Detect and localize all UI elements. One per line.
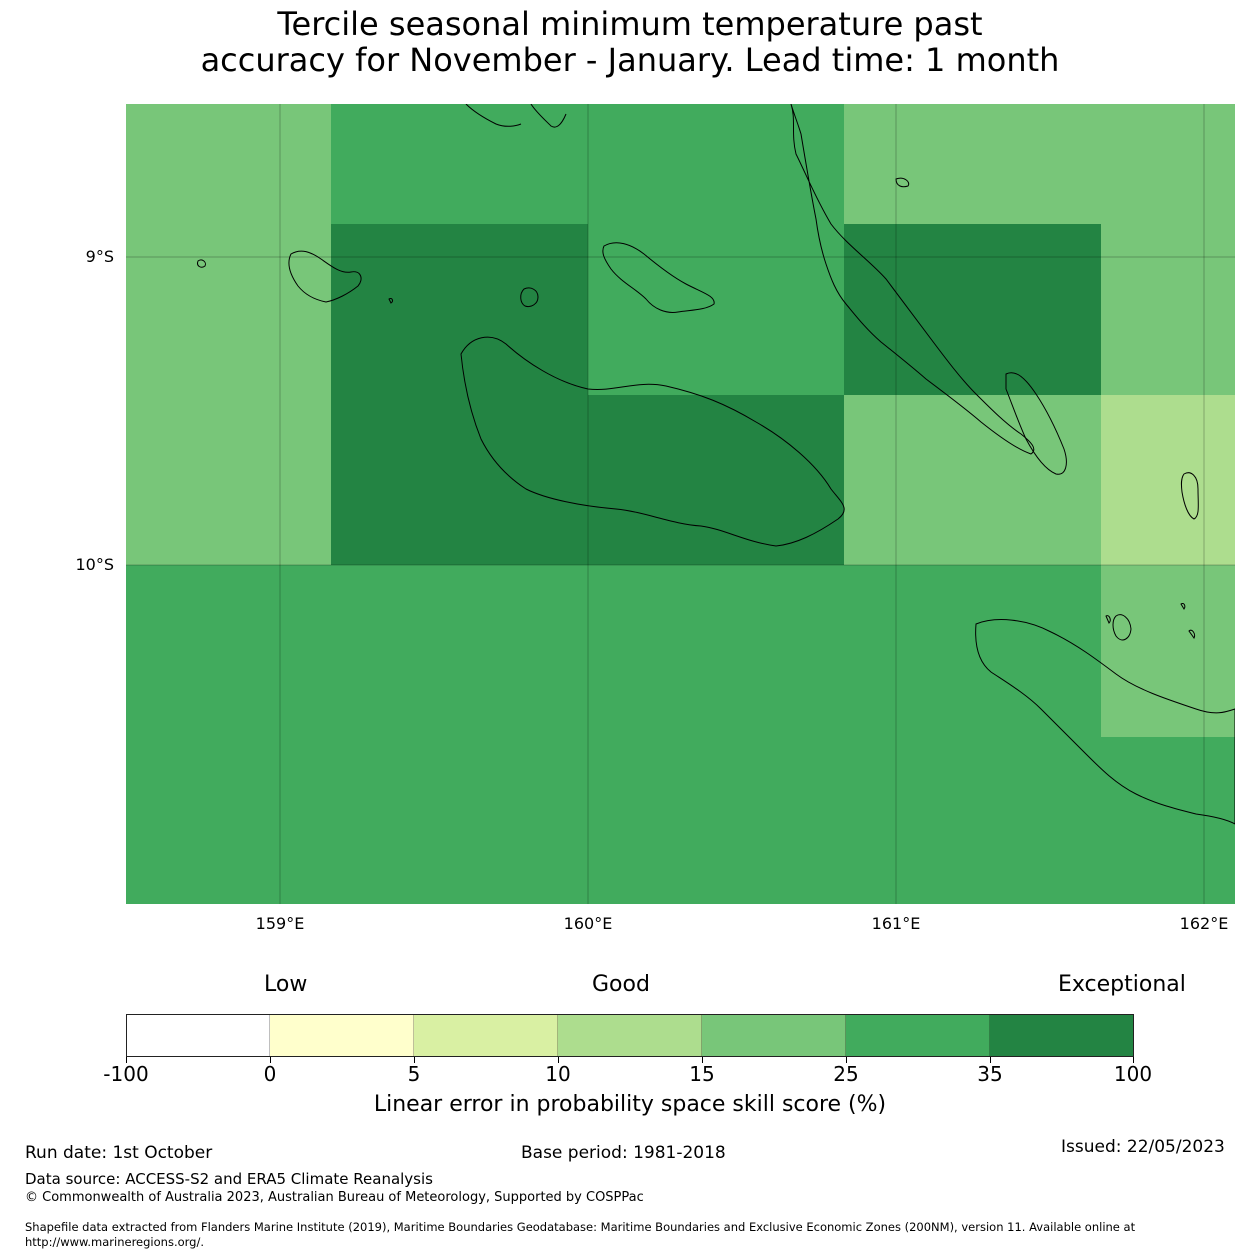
makira-coastline	[975, 619, 1235, 825]
colorbar-tick	[1133, 1057, 1134, 1063]
lon-label-162e: 162°E	[1179, 914, 1229, 933]
lon-label-159e: 159°E	[255, 914, 305, 933]
islet-coastline	[1112, 614, 1132, 641]
islet-coastline	[465, 104, 522, 127]
run-date: Run date: 1st October	[25, 1143, 213, 1163]
grid-cell	[588, 224, 844, 395]
colorbar-label: Linear error in probability space skill …	[373, 1092, 887, 1117]
grid-cell	[844, 395, 1101, 565]
legend-category-low: Low	[264, 972, 308, 997]
shapefile-credit: Shapefile data extracted from Flanders M…	[25, 1220, 1136, 1234]
ulawa-island-coastline	[1180, 472, 1199, 520]
colorbar-segment	[126, 1014, 270, 1057]
islet-coastline	[1180, 603, 1186, 610]
grid-cell	[1101, 565, 1235, 737]
colorbar-tick-label: 25	[833, 1062, 859, 1086]
issued-date: Issued: 22/05/2023	[1061, 1137, 1225, 1157]
guadalcanal-coastline	[460, 336, 845, 547]
colorbar-tick-label: 10	[545, 1062, 571, 1086]
grid-cell	[1101, 737, 1235, 904]
malaita-coastline	[790, 104, 1035, 455]
russell-islands-coastline	[288, 250, 362, 303]
map-canvas	[126, 104, 1235, 904]
colorbar-tick-label: 0	[263, 1062, 277, 1086]
skill-grid	[126, 104, 1235, 904]
copyright-notice: © Commonwealth of Australia 2023, Austra…	[25, 1190, 644, 1205]
lat-label-9s: 9°S	[85, 247, 114, 266]
map-title: Tercile seasonal minimum temperature pas…	[0, 6, 1260, 78]
colorbar-tick-label: 15	[689, 1062, 715, 1086]
islet-coastline	[1188, 629, 1195, 639]
grid-cell	[331, 104, 844, 224]
grid-cell	[1101, 224, 1235, 395]
grid-cell	[126, 565, 1101, 904]
coastlines	[197, 104, 1235, 825]
lon-label-161e: 161°E	[871, 914, 921, 933]
colorbar-frame	[126, 1014, 1134, 1057]
grid-cell	[844, 224, 1101, 395]
north-malaita-coastline	[895, 177, 910, 188]
grid-cell	[1101, 395, 1235, 565]
lon-label-160e: 160°E	[563, 914, 613, 933]
shapefile-url: http://www.marineregions.org/.	[25, 1235, 204, 1249]
colorbar-segment	[846, 1014, 990, 1057]
colorbar-tick-label: 5	[407, 1062, 421, 1086]
colorbar-tick-label: -100	[103, 1062, 149, 1086]
colorbar-tick	[558, 1057, 559, 1063]
colorbar-segment	[270, 1014, 414, 1057]
islet-coastline	[197, 259, 206, 268]
title-line-1: Tercile seasonal minimum temperature pas…	[277, 5, 983, 43]
grid-cell	[588, 395, 844, 565]
colorbar-tick	[270, 1057, 271, 1063]
gridlines	[126, 104, 1235, 904]
colorbar-segment	[558, 1014, 702, 1057]
islet-coastline	[530, 104, 567, 128]
colorbar-tick-label: 100	[1113, 1062, 1153, 1086]
colorbar-tick-label: 35	[977, 1062, 1003, 1086]
base-period: Base period: 1981-2018	[521, 1143, 726, 1163]
colorbar-tick	[126, 1057, 127, 1063]
savo-island-coastline	[520, 287, 539, 307]
legend-category-exceptional: Exceptional	[1058, 972, 1186, 997]
islet-coastline	[388, 298, 393, 304]
colorbar-tick	[414, 1057, 415, 1063]
title-line-2: accuracy for November - January. Lead ti…	[200, 41, 1060, 79]
colorbar-segment	[990, 1014, 1134, 1057]
islet-coastline	[1105, 615, 1111, 624]
grid-cell	[331, 224, 588, 565]
colorbar-segment	[414, 1014, 558, 1057]
florida-islands-coastline	[602, 242, 715, 313]
colorbar-segment	[702, 1014, 846, 1057]
small-malaita-coastline	[1005, 372, 1067, 475]
data-source: Data source: ACCESS-S2 and ERA5 Climate …	[25, 1170, 433, 1188]
colorbar-tick	[846, 1057, 847, 1063]
colorbar-tick	[702, 1057, 703, 1063]
lat-label-10s: 10°S	[75, 555, 114, 574]
legend-category-good: Good	[592, 972, 650, 997]
skill-map	[126, 104, 1235, 904]
grid-cell	[126, 104, 331, 565]
grid-cell	[844, 104, 1235, 224]
colorbar-tick	[990, 1057, 991, 1063]
